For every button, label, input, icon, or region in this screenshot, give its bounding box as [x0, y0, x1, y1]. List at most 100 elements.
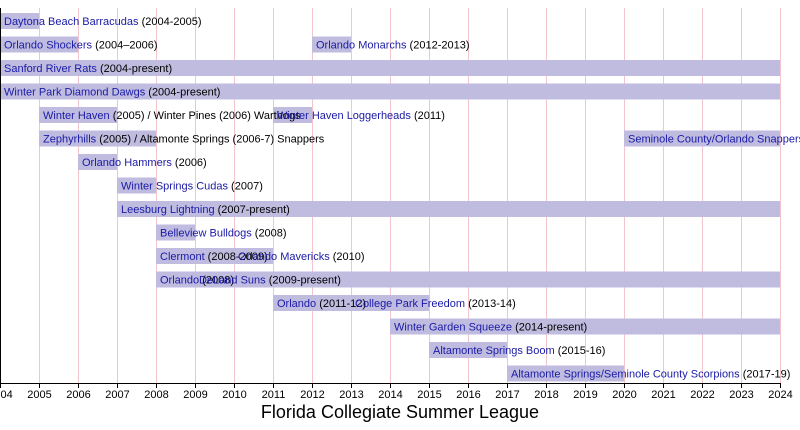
team-note: (2008-2009) [205, 251, 268, 263]
bar-label: Winter Haven Loggerheads (2011) [277, 110, 445, 122]
bar [429, 342, 507, 358]
bar [273, 107, 312, 123]
team-name[interactable]: Clermont [160, 251, 205, 263]
bar-label: Winter Garden Squeeze (2014-present) [394, 321, 587, 333]
bar-label: Winter Haven (2005) / Winter Pines (2006… [43, 110, 301, 122]
team-name[interactable]: Winter Haven Loggerheads [277, 110, 411, 122]
bar-label: Orlando (2011-12) [277, 298, 366, 310]
team-note: (2004-present) [145, 86, 220, 98]
x-tick-label: 2020 [612, 389, 636, 401]
team-name[interactable]: Altamonte Springs/Seminole County Scorpi… [511, 368, 740, 380]
team-name[interactable]: Daytona Beach Barracudas [4, 16, 139, 28]
bar-label: Belleview Bulldogs (2008) [160, 227, 287, 239]
team-note: (2007-present) [215, 204, 290, 216]
chart-title: Florida Collegiate Summer League [261, 402, 539, 422]
bar [0, 36, 78, 53]
bar [156, 224, 195, 241]
team-note: (2005) / Winter Pines (2006) Warthogs [110, 110, 301, 122]
bar [195, 271, 780, 288]
bars [0, 13, 780, 382]
bar [0, 60, 780, 76]
bar-label: Sanford River Rats (2004-present) [4, 63, 172, 75]
team-note: (2004–2006) [92, 39, 157, 51]
x-tick-label: 2004 [0, 389, 13, 401]
x-tick-label: 2024 [768, 389, 792, 401]
bar [156, 271, 195, 288]
team-note: (2009-present) [266, 274, 341, 286]
x-tick-label: 2006 [66, 389, 90, 401]
x-tick-label: 2015 [417, 389, 441, 401]
x-tick-label: 2021 [651, 389, 675, 401]
bar [39, 130, 156, 147]
x-tick-label: 2009 [183, 389, 207, 401]
x-tick-label: 2008 [144, 389, 168, 401]
x-tick-label: 2023 [729, 389, 753, 401]
bar-label: Daytona Beach Barracudas (2004-2005) [4, 16, 202, 28]
bar [0, 13, 39, 29]
team-name[interactable]: Orlando Shockers [4, 39, 93, 51]
x-tick-label: 2022 [690, 389, 714, 401]
team-name[interactable]: Winter Garden Squeeze [394, 321, 512, 333]
bar [117, 177, 156, 194]
bar-label: Altamonte Springs Boom (2015-16) [433, 345, 605, 357]
bar [624, 130, 780, 147]
x-tick-label: 2016 [456, 389, 480, 401]
team-note: (2008) [252, 227, 287, 239]
team-name[interactable]: College Park Freedom [355, 298, 465, 310]
team-note: (2004-2005) [139, 16, 202, 28]
x-tick-label: 2011 [262, 389, 286, 401]
team-name[interactable]: Altamonte Springs Boom [433, 345, 555, 357]
team-name[interactable]: Seminole County/Orlando Snappers [628, 133, 800, 145]
bar-label: College Park Freedom (2013-14) [355, 298, 516, 310]
bar-label: Orlando Monarchs (2012-2013) [316, 39, 470, 51]
team-name[interactable]: Leesburg Lightning [121, 204, 215, 216]
team-name[interactable]: Orlando Mavericks [238, 251, 330, 263]
bar [117, 201, 780, 217]
bar [39, 107, 117, 123]
team-note: (2012-2013) [407, 39, 470, 51]
team-name[interactable]: Orlando Monarchs [316, 39, 407, 51]
bar [234, 248, 273, 264]
x-tick-label: 2017 [495, 389, 519, 401]
team-note: (2015-16) [555, 345, 606, 357]
x-tick-label: 2010 [222, 389, 246, 401]
bar-label: Winter Springs Cudas (2007) [121, 180, 263, 192]
bar-label: Orlando (2008) [160, 274, 234, 286]
team-note: (2006) [172, 157, 207, 169]
x-tick-label: 2013 [339, 389, 363, 401]
x-tick-label: 2007 [105, 389, 129, 401]
bar [273, 295, 351, 311]
team-note: (2017-19) [740, 368, 791, 380]
team-name[interactable]: Belleview Bulldogs [160, 227, 252, 239]
axis: 2004 2005 2006 2007 2008 2009 2010 2011 2012 2013… [0, 8, 793, 401]
bar [78, 154, 117, 170]
team-name[interactable]: DeLand Suns [199, 274, 266, 286]
bar [390, 318, 780, 335]
team-note: (2008) [199, 274, 234, 286]
team-note: (2013-14) [465, 298, 516, 310]
team-name[interactable]: Winter Springs Cudas [121, 180, 228, 192]
x-tick-label: 2012 [300, 389, 324, 401]
x-tick-label: 2014 [378, 389, 402, 401]
bar-label: DeLand Suns (2009-present) [199, 274, 341, 286]
bar-label: Orlando Mavericks (2010) [238, 251, 365, 263]
team-note: (2005) / Altamonte Springs (2006-7) Snap… [96, 133, 325, 145]
team-note: (2004-present) [97, 63, 172, 75]
team-name[interactable]: Winter Haven [43, 110, 110, 122]
x-tick-label: 2019 [573, 389, 597, 401]
bar [0, 83, 780, 100]
team-name[interactable]: Orlando [277, 298, 316, 310]
team-name[interactable]: Sanford River Rats [4, 63, 97, 75]
team-note: (2010) [330, 251, 365, 263]
bar [156, 248, 234, 264]
team-note: (2011-12) [316, 298, 366, 310]
team-name[interactable]: Orlando [160, 274, 199, 286]
bar [507, 365, 624, 382]
team-name[interactable]: Zephyrhills [43, 133, 97, 145]
team-name[interactable]: Orlando Hammers [82, 157, 172, 169]
bar-label: Leesburg Lightning (2007-present) [121, 204, 290, 216]
bar-label: Orlando Shockers (2004–2006) [4, 39, 158, 51]
bar-label: Seminole County/Orlando Snappers ( [628, 133, 800, 145]
team-name[interactable]: Winter Park Diamond Dawgs [4, 86, 146, 98]
